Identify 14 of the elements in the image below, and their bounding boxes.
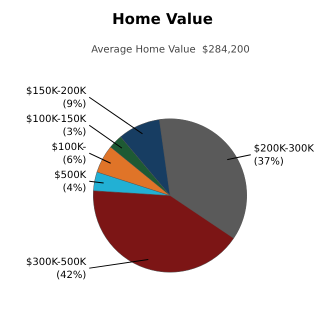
slice-label: $500K xyxy=(54,170,87,181)
slice-label: $300K-500K xyxy=(26,256,87,268)
data-label: (37%) xyxy=(254,156,284,168)
chart-title: Home Value xyxy=(112,10,213,28)
data-label: (4%) xyxy=(62,182,86,194)
slice-label: $100K- xyxy=(52,142,87,153)
chart-subtitle: Average Home Value $284,200 xyxy=(91,44,250,56)
slice-label: $150K-200K xyxy=(26,86,87,97)
slice-label: $100K-150K xyxy=(26,114,87,125)
data-label: (3%) xyxy=(62,126,86,138)
data-label: (9%) xyxy=(62,98,86,110)
slice-label: $200K-300K xyxy=(254,143,314,154)
data-label: (6%) xyxy=(62,154,86,166)
data-label: (42%) xyxy=(56,270,86,281)
